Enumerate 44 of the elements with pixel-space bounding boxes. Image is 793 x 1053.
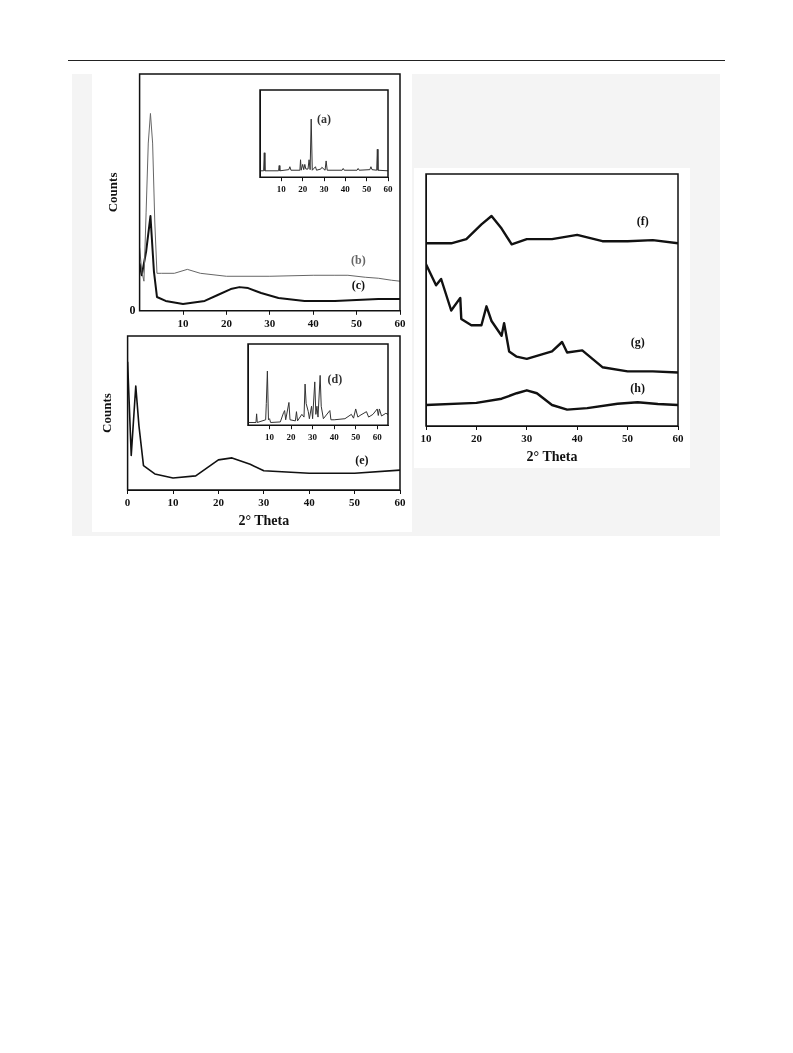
x-tick-label: 10 <box>167 496 179 509</box>
x-tick-label: 10 <box>177 317 189 330</box>
x-tick-label: 20 <box>470 432 483 445</box>
x-tick-label: 30 <box>258 496 270 509</box>
x-tick-label: 40 <box>307 317 320 330</box>
text: 0 <box>129 302 136 317</box>
x-tick-label: 20 <box>220 317 233 330</box>
x-tick-label: 40 <box>303 496 316 509</box>
x-axis-title: 2° Theta <box>526 449 578 465</box>
x-tick-label: 50 <box>362 183 372 194</box>
x-tick-label: 60 <box>372 431 383 442</box>
x-tick-label: 60 <box>672 432 684 445</box>
x-tick-label: 60 <box>394 317 406 330</box>
x-axis-title: 2° Theta <box>238 513 290 529</box>
x-tick-label: 50 <box>351 431 361 442</box>
x-tick-label: 20 <box>286 431 297 442</box>
x-tick-label: 20 <box>212 496 225 509</box>
series-label: (d) <box>327 371 343 386</box>
x-tick-label: 50 <box>349 496 361 509</box>
x-tick-label: 40 <box>329 431 340 442</box>
x-tick-label: 10 <box>265 431 275 442</box>
x-tick-label: 30 <box>264 317 276 330</box>
series-label: (b) <box>351 253 366 268</box>
y-axis-title: Counts <box>105 172 121 213</box>
x-tick-label: 30 <box>319 183 329 194</box>
series-label: (g) <box>630 335 645 350</box>
series-label: (a) <box>317 112 331 127</box>
x-tick-label: 40 <box>571 432 584 445</box>
x-tick-label: 10 <box>276 183 287 194</box>
x-tick-label: 20 <box>298 183 308 194</box>
x-tick-label: 40 <box>340 183 351 194</box>
series-label: (c) <box>351 278 365 293</box>
x-tick-label: 60 <box>394 496 406 509</box>
series-label: (f) <box>636 214 649 229</box>
x-tick-label: 50 <box>622 432 634 445</box>
x-tick-label: 50 <box>351 317 363 330</box>
x-tick-label: 60 <box>383 183 393 194</box>
x-tick-label: 10 <box>420 432 432 445</box>
x-tick-label: 30 <box>308 431 318 442</box>
x-tick-label: 30 <box>521 432 533 445</box>
series-label: (h) <box>630 381 646 396</box>
x-tick-label: 0 <box>124 496 131 509</box>
y-axis-title: Counts <box>99 393 115 433</box>
series-label: (e) <box>355 453 369 468</box>
